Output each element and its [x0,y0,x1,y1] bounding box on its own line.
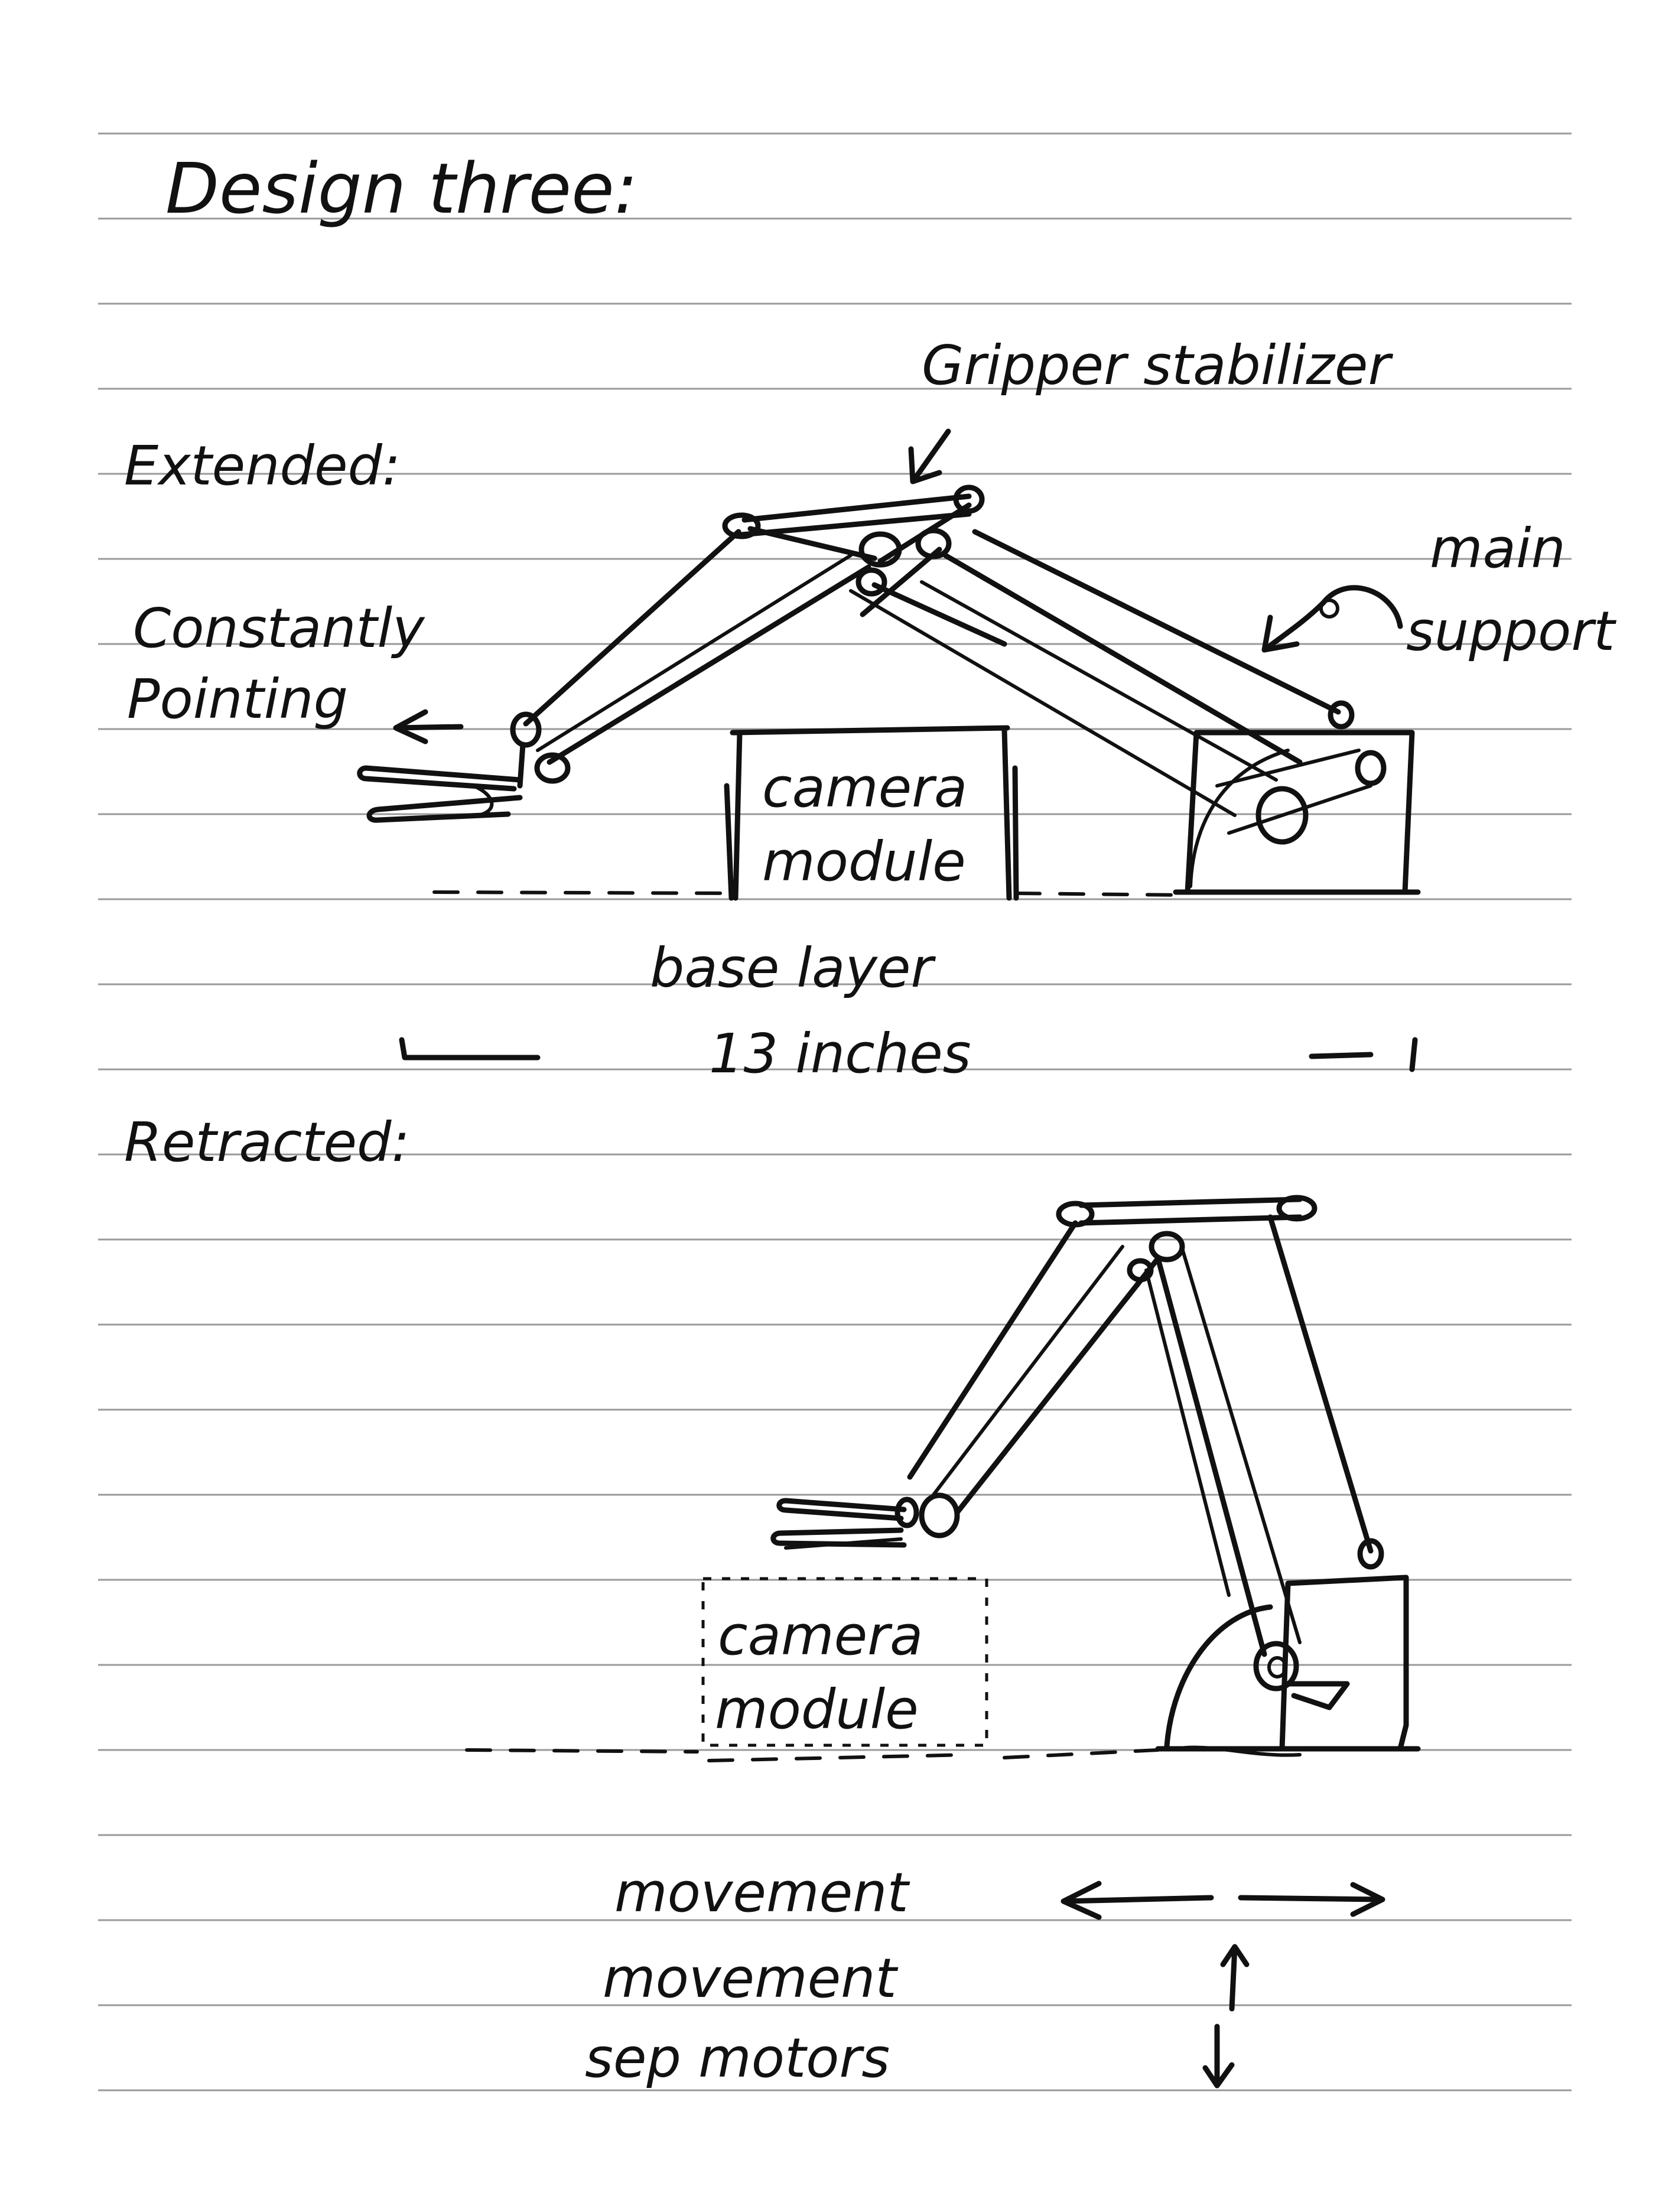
extended-forearm-middle [536,554,853,752]
note-line-3: sep motors [585,2026,890,2090]
extended-main-support-link-outer [972,529,1341,715]
retracted-support-link-inner [1155,1255,1267,1657]
retracted-camera-box [701,1577,988,1747]
extended-wrist-joint-lower [534,752,571,784]
retracted-support-top-joint [1357,1538,1384,1570]
retracted-base-curve [1164,1604,1273,1749]
vertical-movement-arrow-down [1202,2024,1235,2089]
retracted-shoulder-inner [1267,1656,1287,1678]
extended-forearm-cross [860,547,1007,647]
extended-support-top-joint [1328,700,1355,730]
extended-stabilizer-bar [739,493,972,538]
extended-arm [357,484,1421,895]
extended-forearm-lower [547,564,871,765]
main-support-arrow-loop [1319,598,1339,619]
retracted-shoulder-wedge [1285,1681,1350,1710]
extended-gripper-upper-finger [357,765,523,792]
retracted-forearm-lower [954,1255,1161,1515]
extended-camera-label-2: module [762,830,966,893]
extended-heading: Extended: [124,434,401,497]
retracted-support-link-mid [1180,1245,1302,1644]
pointing-arrow [393,709,464,744]
dimension-right-mark [1309,1037,1418,1072]
extended-base-layer-line [432,890,1183,897]
page-title: Design three: [165,148,637,229]
retracted-gripper-lower-finger [770,1527,907,1548]
gripper-stabilizer-label: Gripper stabilizer [922,334,1393,397]
main-support-arrow [1261,585,1403,653]
extended-cable [849,589,1237,817]
main-support-label-2: support [1406,600,1616,663]
horizontal-movement-arrow-right [1238,1882,1385,1917]
extended-gripper-lower-finger [366,795,523,823]
extended-forearm-upper [523,529,741,727]
note-line-1: movement [614,1861,910,1924]
horizontal-movement-arrow-left [1061,1881,1214,1920]
dimension-label: 13 inches [709,1022,971,1085]
retracted-heading: Retracted: [124,1111,409,1174]
ruled-lines [98,132,1572,2091]
pointing-label-1: Constantly [133,597,425,660]
note-line-2: movement [603,1947,898,2010]
extended-stabilizer-right-joint [953,484,985,514]
retracted-stabilizer-right-joint [1276,1195,1318,1222]
dimension-left-mark [399,1037,541,1061]
retracted-base-layer-line [465,1748,1160,1762]
retracted-support-link-outer [1267,1214,1374,1554]
extended-shoulder-cylinder [1255,786,1309,845]
retracted-support-link-back [1144,1268,1231,1597]
extended-main-support-link-mid [920,580,1278,782]
extended-stabilizer-left-joint [722,512,761,539]
vertical-movement-arrow-up [1220,1944,1250,2012]
extended-elbow-joint-3 [855,567,887,597]
retracted-forearm-middle [932,1245,1124,1497]
extended-elbow-joint [858,531,902,568]
retracted-shoulder-joint [1253,1641,1299,1691]
retracted-wrist-joint [919,1492,960,1538]
retracted-base-shade [1174,1745,1302,1757]
extended-base-block [1173,730,1421,895]
extended-camera-label-1: camera [762,756,967,819]
retracted-wrist-joint-2 [894,1497,919,1528]
extended-base-curve [1189,749,1290,888]
retracted-stabilizer-bar [1078,1196,1303,1226]
base-layer-label: base layer [650,936,936,1000]
retracted-forearm-upper [907,1220,1078,1480]
extended-wrist-joint-upper [510,711,542,748]
extended-gripper-palm [471,784,494,817]
main-support-label-1: main [1430,517,1566,580]
retracted-arm [770,1195,1421,1757]
extended-shoulder-body [1215,749,1372,835]
extended-camera-box [724,725,1019,901]
retracted-camera-label-2: module [715,1678,919,1741]
retracted-gripper-upper-finger [776,1498,907,1521]
retracted-camera-label-1: camera [718,1604,923,1667]
gripper-stabilizer-arrow [908,428,951,484]
extended-shoulder-joint [1355,750,1387,786]
retracted-gripper-finger-3 [784,1537,903,1550]
pointing-label-2: Pointing [127,668,348,731]
retracted-elbow-joint [1149,1231,1185,1263]
extended-main-support-link-inner [942,552,1303,765]
